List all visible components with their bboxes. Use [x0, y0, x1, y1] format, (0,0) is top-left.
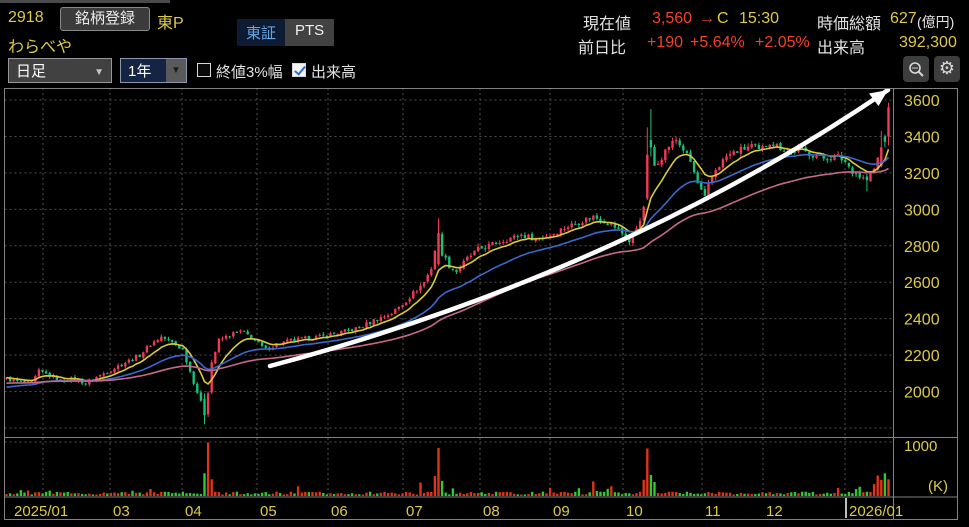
magnifier-icon	[908, 61, 924, 77]
close3pct-checkbox[interactable]	[197, 63, 211, 77]
volume-checkbox[interactable]	[292, 63, 306, 77]
svg-text:2800: 2800	[904, 239, 940, 256]
change-percent-2: +2.05%	[755, 34, 810, 51]
grid-layer	[4, 88, 894, 497]
change-percent-1: +5.64%	[690, 34, 745, 51]
timeframe-select-value: 日足	[16, 63, 47, 80]
close-flag: C	[717, 10, 729, 27]
chevron-down-icon	[166, 59, 186, 82]
svg-text:10: 10	[626, 503, 643, 520]
gear-icon	[939, 59, 955, 79]
market-badge: 東P	[157, 15, 184, 32]
svg-text:2000: 2000	[904, 385, 940, 402]
timeframe-select[interactable]: 日足	[8, 58, 112, 83]
market-cap-unit: (億円)	[917, 14, 955, 30]
svg-text:11: 11	[705, 503, 721, 520]
window-tab-strip	[0, 0, 170, 3]
quote-time: 15:30	[739, 10, 780, 27]
chevron-down-icon	[94, 62, 104, 79]
svg-text:1000: 1000	[904, 438, 937, 455]
volume-bars	[5, 442, 890, 496]
day-volume-label: 出来高	[817, 40, 866, 57]
svg-text:05: 05	[260, 503, 277, 520]
market-cap-label: 時価総額	[817, 16, 882, 33]
ma-fast-line	[6, 146, 890, 385]
period-select-value: 1年	[128, 63, 152, 80]
svg-text:04: 04	[185, 503, 202, 520]
svg-text:12: 12	[766, 503, 783, 520]
current-price-value: 3,560	[652, 10, 693, 27]
svg-text:09: 09	[553, 503, 570, 520]
change-value: +190	[647, 34, 684, 51]
register-button[interactable]: 銘柄登録	[60, 7, 151, 31]
volume-checkbox-label: 出来高	[311, 64, 357, 81]
svg-text:03: 03	[113, 503, 130, 520]
svg-text:2025/01: 2025/01	[14, 503, 68, 520]
arrow-right-icon: →	[699, 10, 715, 27]
axis-labels: 3600 3400 3200 3000 2800 2600 2400 2200 2000 1000…	[14, 93, 948, 520]
svg-text:07: 07	[406, 503, 423, 520]
ma-mid-line	[6, 153, 890, 388]
svg-text:2026/01: 2026/01	[849, 503, 903, 520]
period-select[interactable]: 1年	[120, 58, 187, 83]
svg-text:3000: 3000	[904, 202, 940, 219]
svg-text:(K): (K)	[928, 478, 948, 495]
close3pct-label: 終値3%幅	[216, 64, 283, 81]
market-cap-value: 627	[890, 10, 917, 27]
svg-text:3600: 3600	[904, 93, 940, 110]
current-price-label: 現在値	[583, 16, 632, 33]
svg-text:06: 06	[331, 503, 348, 520]
chart-canvas[interactable]: 3600 3400 3200 3000 2800 2600 2400 2200 2000 1000…	[0, 88, 969, 527]
svg-text:3400: 3400	[904, 129, 940, 146]
tab-tose[interactable]: 東証	[237, 19, 286, 46]
day-volume-value: 392,300	[899, 34, 957, 51]
stock-name: わらべや	[8, 39, 73, 56]
exchange-toggle: 東証 PTS	[237, 19, 335, 46]
trendline	[267, 88, 891, 369]
svg-text:2600: 2600	[904, 275, 940, 292]
svg-text:08: 08	[483, 503, 500, 520]
ma-slow-line	[6, 167, 889, 384]
svg-text:2400: 2400	[904, 312, 940, 329]
tab-pts[interactable]: PTS	[285, 19, 335, 46]
svg-text:2200: 2200	[904, 348, 940, 365]
change-label: 前日比	[578, 40, 627, 57]
svg-text:3200: 3200	[904, 166, 940, 183]
stock-code: 2918	[8, 9, 44, 26]
settings-button[interactable]	[934, 56, 960, 82]
zoom-search-button[interactable]	[903, 56, 929, 82]
borders-layer	[4, 88, 958, 520]
